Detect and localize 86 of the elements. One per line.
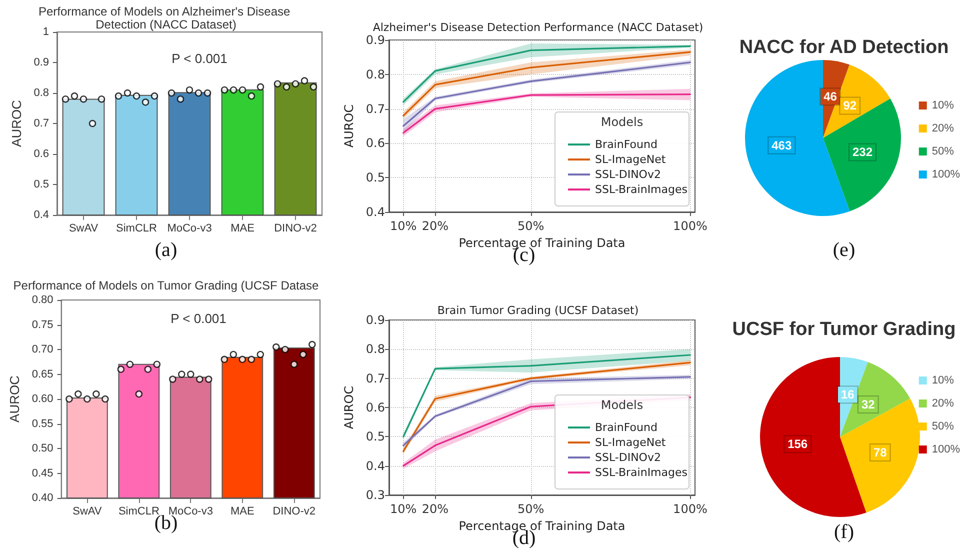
y-tick-label: 0.6 (34, 148, 49, 160)
y-tick-label: 0.7 (366, 371, 385, 386)
data-label: 92 (843, 98, 857, 113)
legend-label: SL-ImageNet (595, 153, 666, 166)
data-label: 16 (840, 388, 855, 402)
y-tick-label: 0.8 (34, 87, 49, 99)
y-tick-label: 0.9 (366, 33, 385, 47)
x-tick-label: 50% (518, 219, 544, 233)
y-axis-title: AUROC (8, 100, 24, 147)
x-tick-label: 20% (422, 502, 449, 516)
x-tick-label: 20% (422, 219, 449, 233)
x-tick-label: 10% (390, 219, 417, 233)
data-label: 156 (788, 437, 808, 452)
y-tick-label: 0.5 (34, 178, 49, 190)
y-tick-label: 0.65 (32, 368, 54, 380)
legend-label: 100% (932, 444, 960, 456)
y-tick-label: 0.5 (366, 170, 385, 185)
legend-label: 10% (932, 100, 954, 112)
y-axis-title: AUROC (342, 386, 356, 430)
legend-label: 50% (932, 420, 954, 432)
data-label: 32 (861, 397, 876, 412)
legend-title: Models (600, 115, 644, 129)
y-tick-label: 0.80 (32, 294, 54, 306)
y-tick-label: 0.5 (366, 430, 385, 444)
legend-label: 10% (932, 374, 954, 386)
y-tick-label: 0.6 (366, 400, 385, 414)
text: (e) (832, 239, 856, 261)
x-tick-label: SimCLR (116, 222, 158, 234)
data-label: 232 (852, 145, 873, 160)
legend-label: 20% (932, 398, 954, 410)
x-tick-label: 10% (390, 502, 417, 516)
y-tick-label: 0.75 (32, 318, 54, 331)
y-tick-label: 0.50 (32, 442, 54, 454)
x-tick-label: DINO-v2 (272, 506, 316, 518)
legend-label: SL-ImageNet (595, 436, 666, 449)
y-tick-label: 0.55 (32, 418, 54, 430)
y-tick-label: 0.8 (366, 342, 385, 356)
legend-label: SSL-DINOv2 (595, 168, 661, 181)
legend-label: SSL-BrainImages (595, 466, 688, 479)
legend-label: 20% (932, 122, 954, 134)
y-tick-label: 0.9 (366, 313, 385, 327)
legend-label: SSL-DINOv2 (595, 451, 661, 464)
chart-title: Alzheimer's Disease Detection Performance (NACC Dataset) (372, 21, 704, 34)
data-label: 463 (772, 138, 792, 152)
legend-label: 50% (932, 146, 954, 158)
x-tick-label: SwAV (68, 222, 99, 234)
legend-label: BrainFound (595, 138, 658, 151)
y-tick-label: 0.6 (366, 136, 385, 150)
y-tick-label: 0.70 (32, 344, 54, 356)
y-tick-label: 0.7 (366, 102, 385, 116)
x-tick-label: MAE (230, 506, 254, 518)
chart-title: Performance of Models on Tumor Grading (UCSF Datase (13, 278, 320, 292)
y-tick-label: 0.45 (32, 467, 54, 480)
y-tick-label: 0.4 (366, 458, 385, 473)
text: (f) (834, 521, 854, 543)
x-tick-label: 50% (518, 502, 544, 516)
x-tick-label: 100% (673, 219, 708, 233)
legend-title: Models (600, 398, 644, 412)
y-tick-label: 0.60 (32, 393, 54, 405)
y-tick-label: 0.8 (366, 67, 385, 82)
chart-title: Brain Tumor Grading (UCSF Dataset) (437, 304, 639, 317)
x-tick-label: SwAV (72, 506, 102, 518)
annotation: P < 0.001 (172, 51, 228, 66)
y-tick-label: 0.7 (34, 118, 49, 130)
legend-label: 100% (932, 168, 960, 180)
x-tick-label: SimCLR (118, 506, 160, 518)
x-tick-label: 100% (673, 502, 708, 516)
x-tick-label: MAE (230, 222, 254, 234)
y-tick-label: 0.9 (34, 56, 49, 68)
chart-title: UCSF for Tumor Grading (732, 319, 956, 340)
y-tick-label: 0.4 (34, 209, 49, 221)
y-tick-label: 0.3 (366, 488, 385, 502)
chart-title: NACC for AD Detection (739, 37, 949, 58)
y-tick-label: 1 (42, 26, 49, 38)
data-label: 78 (873, 445, 888, 460)
text: (a) (154, 239, 178, 261)
y-tick-label: 0.4 (366, 205, 385, 219)
legend-label: BrainFound (595, 421, 658, 434)
annotation: P < 0.001 (170, 311, 226, 326)
y-axis-title: AUROC (342, 104, 356, 148)
y-tick-label: 0.40 (32, 492, 54, 504)
y-axis-title: AUROC (7, 376, 22, 422)
legend-label: SSL-BrainImages (595, 183, 688, 196)
x-tick-label: MoCo-v3 (167, 222, 212, 234)
x-tick-label: DINO-v2 (274, 222, 317, 234)
data-label: 46 (824, 90, 838, 104)
